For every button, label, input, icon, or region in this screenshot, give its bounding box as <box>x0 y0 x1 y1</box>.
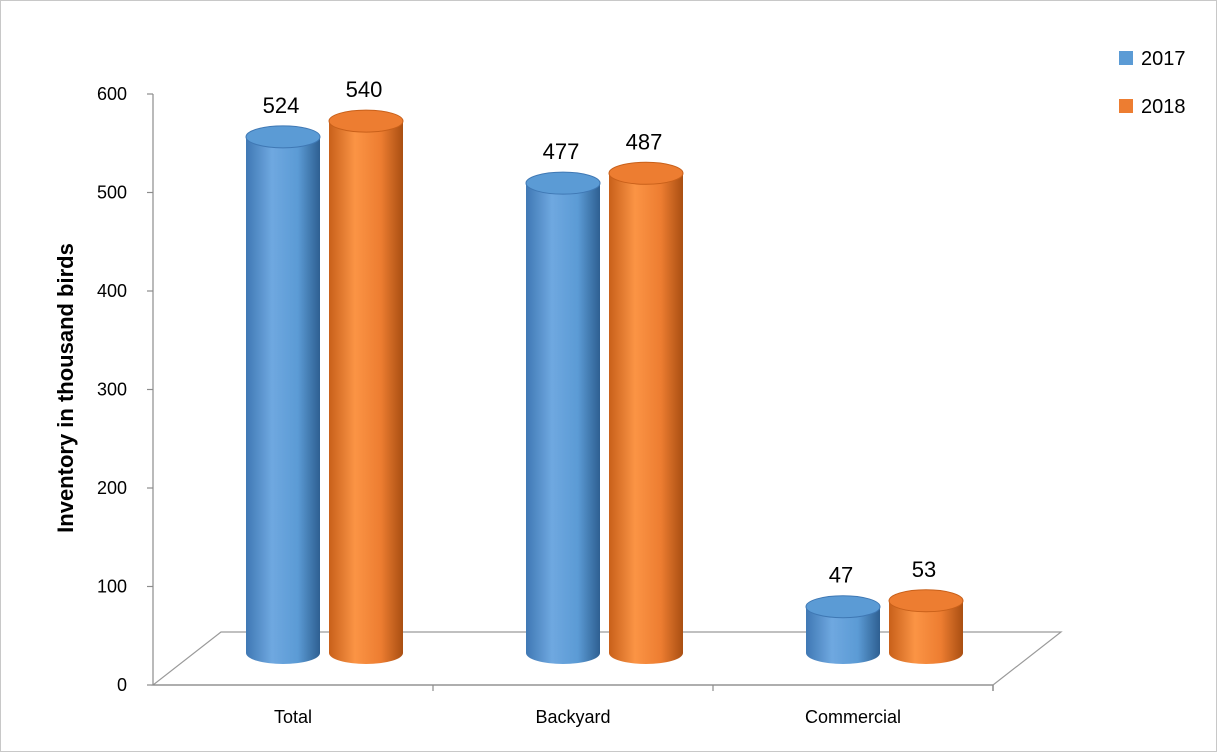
bar-top <box>328 109 404 133</box>
data-label-2018-total: 540 <box>346 77 383 102</box>
bar-top <box>608 161 684 185</box>
data-labels: 524 540 477 487 47 53 <box>263 77 937 588</box>
legend-swatch-2018 <box>1119 99 1133 113</box>
bar-top <box>245 125 321 149</box>
x-axis-ticks: Total Backyard Commercial <box>274 685 994 727</box>
bar-2017-commercial <box>805 595 881 664</box>
x-tick-label-commercial: Commercial <box>805 707 901 727</box>
bar-body <box>609 173 683 664</box>
bar-top <box>805 595 881 619</box>
y-tick-label: 600 <box>97 84 127 104</box>
y-tick-label: 400 <box>97 281 127 301</box>
bar-top <box>525 171 601 195</box>
bar-2017-total <box>245 125 321 665</box>
bar-2018-total <box>328 109 404 665</box>
bars <box>245 109 964 665</box>
data-label-2017-total: 524 <box>263 93 300 118</box>
bar-top <box>888 589 964 613</box>
data-label-2018-commercial: 53 <box>912 557 936 582</box>
y-tick-label: 500 <box>97 183 127 203</box>
bar-2018-backyard <box>608 161 684 664</box>
bar-body <box>246 136 320 665</box>
data-label-2018-backyard: 487 <box>626 129 663 154</box>
bar-body <box>806 606 880 664</box>
data-label-2017-commercial: 47 <box>829 563 853 588</box>
legend-label-2018: 2018 <box>1141 96 1186 118</box>
bar-2017-backyard <box>525 171 601 664</box>
x-tick-label-total: Total <box>274 707 312 727</box>
legend: 2017 2018 <box>1119 48 1186 118</box>
bar-body <box>526 183 600 664</box>
y-axis-label: Inventory in thousand birds <box>53 243 78 533</box>
x-tick-label-backyard: Backyard <box>535 707 610 727</box>
y-tick-label: 0 <box>117 675 127 695</box>
data-label-2017-backyard: 477 <box>543 139 580 164</box>
legend-label-2017: 2017 <box>1141 48 1186 70</box>
legend-swatch-2017 <box>1119 51 1133 65</box>
bar-2018-commercial <box>888 589 964 664</box>
bar-body <box>329 121 403 665</box>
y-tick-label: 300 <box>97 380 127 400</box>
y-tick-label: 200 <box>97 478 127 498</box>
bar-body <box>889 600 963 664</box>
y-axis-ticks: 0 100 200 300 400 500 600 <box>97 84 153 695</box>
y-tick-label: 100 <box>97 577 127 597</box>
